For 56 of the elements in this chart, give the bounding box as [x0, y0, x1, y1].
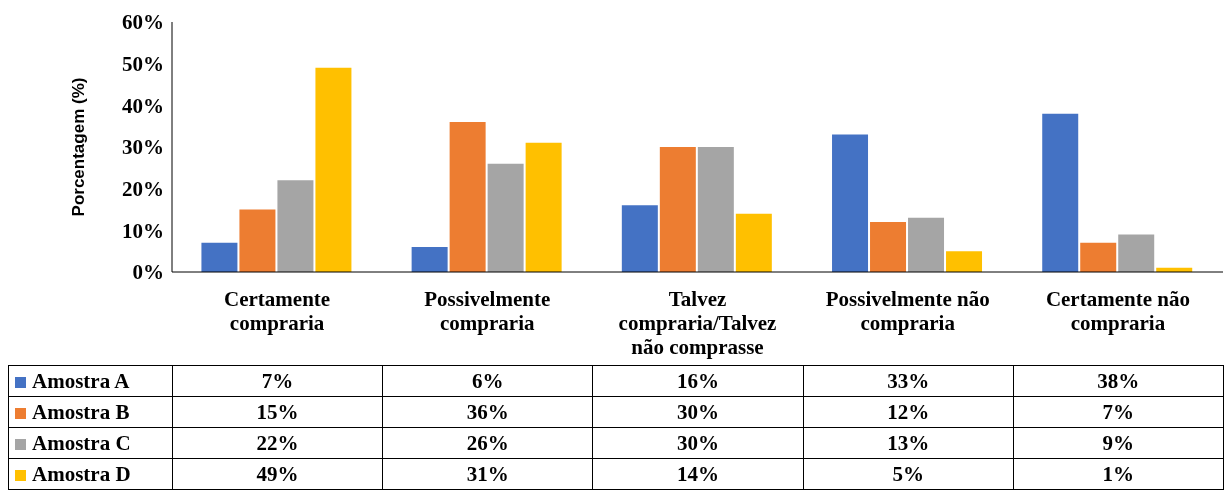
- y-tick-label: 60%: [122, 10, 164, 35]
- bar: [946, 251, 983, 272]
- data-label: 9%: [1013, 427, 1224, 459]
- bar: [1080, 242, 1117, 272]
- y-tick-label: 20%: [122, 177, 164, 202]
- bar: [239, 209, 276, 272]
- bar: [525, 142, 562, 272]
- data-label: 33%: [803, 365, 1014, 397]
- bar: [411, 247, 448, 272]
- data-label: 12%: [803, 396, 1014, 428]
- x-tick-label: Certamente não compraria: [1045, 287, 1190, 335]
- bar: [449, 122, 486, 272]
- data-label: 6%: [382, 365, 593, 397]
- data-label: 49%: [172, 458, 383, 490]
- data-label: 13%: [803, 427, 1014, 459]
- data-label: 7%: [1013, 396, 1224, 428]
- data-label: 22%: [172, 427, 383, 459]
- legend-label: Amostra A: [32, 368, 130, 393]
- bar: [315, 67, 352, 272]
- bar: [1042, 113, 1079, 272]
- data-label: 30%: [592, 396, 804, 428]
- legend-label: Amostra C: [32, 430, 131, 455]
- bar: [621, 205, 658, 272]
- bar: [735, 213, 772, 272]
- legend-label: Amostra B: [32, 399, 130, 424]
- y-tick-label: 30%: [122, 135, 164, 160]
- y-axis-title: Porcentagem (%): [69, 77, 89, 217]
- bar: [659, 147, 696, 272]
- x-tick-label: Talvez compraria/Talvez não comprasse: [618, 287, 777, 359]
- data-label: 14%: [592, 458, 804, 490]
- x-tick-label: Possivelmente não compraria: [825, 287, 990, 335]
- data-label: 30%: [592, 427, 804, 459]
- bar: [277, 180, 314, 272]
- data-label: 16%: [592, 365, 804, 397]
- data-label: 7%: [172, 365, 383, 397]
- y-tick-label: 0%: [132, 260, 164, 285]
- bar: [832, 134, 869, 272]
- x-tick-label: Certamente compraria: [224, 287, 331, 335]
- data-label: 38%: [1013, 365, 1224, 397]
- x-tick-label: Possivelmente compraria: [424, 287, 551, 335]
- bar: [908, 217, 945, 272]
- bar: [697, 147, 734, 272]
- data-label: 1%: [1013, 458, 1224, 490]
- bar: [1118, 234, 1155, 272]
- bar: [870, 222, 907, 272]
- data-label: 31%: [382, 458, 593, 490]
- data-label: 36%: [382, 396, 593, 428]
- data-label: 15%: [172, 396, 383, 428]
- bar: [487, 163, 524, 272]
- bar: [201, 242, 238, 272]
- data-label: 5%: [803, 458, 1014, 490]
- y-tick-label: 50%: [122, 52, 164, 77]
- y-tick-label: 40%: [122, 93, 164, 118]
- data-label: 26%: [382, 427, 593, 459]
- legend-label: Amostra D: [32, 461, 131, 486]
- y-tick-label: 10%: [122, 218, 164, 243]
